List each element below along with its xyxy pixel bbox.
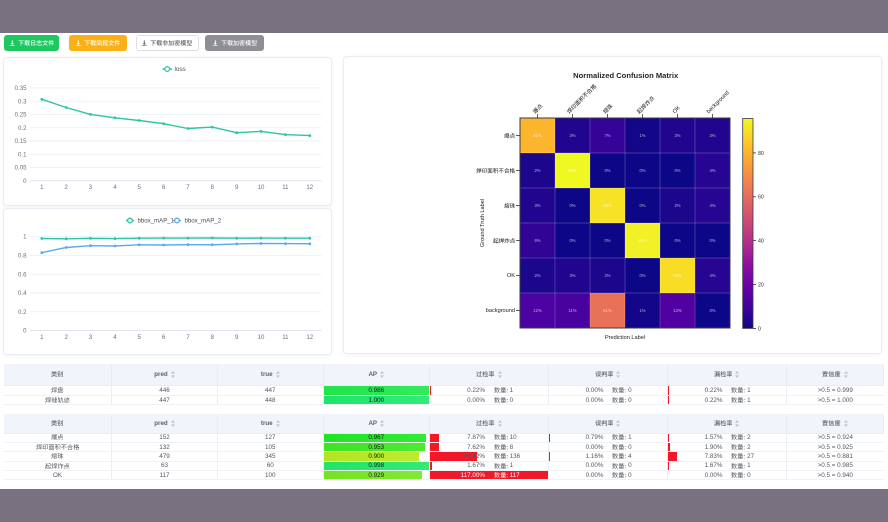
svg-text:2%: 2% <box>674 203 680 208</box>
svg-text:93%: 93% <box>638 238 647 243</box>
svg-text:0.35: 0.35 <box>15 85 27 92</box>
svg-text:3%: 3% <box>534 203 540 208</box>
svg-text:90%: 90% <box>603 203 612 208</box>
svg-text:Normalized Confusion Matrix: Normalized Confusion Matrix <box>573 71 679 80</box>
svg-text:4: 4 <box>113 334 117 341</box>
svg-text:12: 12 <box>306 184 313 191</box>
svg-text:8: 8 <box>211 334 215 341</box>
svg-text:2: 2 <box>65 334 69 341</box>
svg-text:0.2: 0.2 <box>18 309 27 316</box>
svg-text:95%: 95% <box>568 168 577 173</box>
svg-text:0.2: 0.2 <box>18 125 27 132</box>
svg-text:10: 10 <box>258 334 265 341</box>
svg-text:3: 3 <box>89 184 93 191</box>
svg-text:10: 10 <box>258 184 265 191</box>
svg-text:0%: 0% <box>569 203 575 208</box>
svg-text:0.3: 0.3 <box>18 98 27 105</box>
svg-text:0%: 0% <box>639 168 645 173</box>
svg-text:0%: 0% <box>674 238 680 243</box>
svg-text:3%: 3% <box>569 273 575 278</box>
svg-text:0.4: 0.4 <box>18 290 27 297</box>
svg-text:13%: 13% <box>673 308 682 313</box>
svg-text:4%: 4% <box>709 273 715 278</box>
svg-text:0%: 0% <box>604 168 610 173</box>
svg-text:0.1: 0.1 <box>18 151 27 158</box>
svg-text:0: 0 <box>23 328 27 335</box>
svg-text:3: 3 <box>89 334 93 341</box>
svg-text:5: 5 <box>138 184 142 191</box>
svg-text:4: 4 <box>113 184 117 191</box>
svg-text:20: 20 <box>758 282 764 288</box>
svg-text:bbox_mAP_1: bbox_mAP_1 <box>138 218 175 225</box>
svg-text:3%: 3% <box>709 133 715 138</box>
svg-text:7%: 7% <box>604 133 610 138</box>
svg-text:2%: 2% <box>534 168 540 173</box>
svg-text:81%: 81% <box>533 133 542 138</box>
svg-text:7: 7 <box>186 334 190 341</box>
svg-text:12%: 12% <box>533 308 542 313</box>
svg-text:2%: 2% <box>534 273 540 278</box>
svg-text:6: 6 <box>162 184 166 191</box>
svg-text:1: 1 <box>23 234 27 241</box>
svg-text:0.15: 0.15 <box>15 138 27 145</box>
svg-text:40: 40 <box>758 239 764 245</box>
svg-text:89%: 89% <box>673 273 682 278</box>
svg-text:0%: 0% <box>604 238 610 243</box>
svg-text:11: 11 <box>282 184 289 191</box>
svg-text:9: 9 <box>235 334 239 341</box>
svg-text:loss: loss <box>175 66 186 73</box>
svg-text:0: 0 <box>758 326 761 332</box>
svg-text:7: 7 <box>186 184 190 191</box>
svg-text:3%: 3% <box>674 133 680 138</box>
svg-text:0%: 0% <box>709 238 715 243</box>
svg-text:0.8: 0.8 <box>18 253 27 260</box>
svg-text:11%: 11% <box>568 308 576 313</box>
svg-text:0.25: 0.25 <box>15 112 27 119</box>
svg-text:9: 9 <box>235 184 239 191</box>
svg-text:0.6: 0.6 <box>18 271 27 278</box>
svg-text:6%: 6% <box>534 238 540 243</box>
svg-text:60: 60 <box>758 195 764 201</box>
svg-text:0%: 0% <box>639 203 645 208</box>
svg-text:0%: 0% <box>639 273 645 278</box>
svg-text:11: 11 <box>282 334 289 341</box>
svg-text:4%: 4% <box>709 168 715 173</box>
svg-text:0%: 0% <box>709 308 715 313</box>
svg-text:2: 2 <box>65 184 69 191</box>
svg-text:2%: 2% <box>604 273 610 278</box>
svg-text:0%: 0% <box>569 238 575 243</box>
svg-text:1%: 1% <box>639 133 645 138</box>
svg-text:0: 0 <box>23 178 27 185</box>
svg-text:5: 5 <box>138 334 142 341</box>
svg-text:80: 80 <box>758 151 764 157</box>
svg-text:1: 1 <box>40 184 44 191</box>
svg-text:0%: 0% <box>674 168 680 173</box>
svg-text:1: 1 <box>40 334 44 341</box>
svg-text:6: 6 <box>162 334 166 341</box>
svg-text:8: 8 <box>211 184 215 191</box>
svg-text:0.05: 0.05 <box>15 165 27 172</box>
svg-text:bbox_mAP_2: bbox_mAP_2 <box>185 218 222 225</box>
svg-text:3%: 3% <box>569 133 575 138</box>
svg-text:12: 12 <box>306 334 313 341</box>
svg-text:1%: 1% <box>639 308 645 313</box>
svg-text:61%: 61% <box>603 308 612 313</box>
svg-text:4%: 4% <box>709 203 715 208</box>
